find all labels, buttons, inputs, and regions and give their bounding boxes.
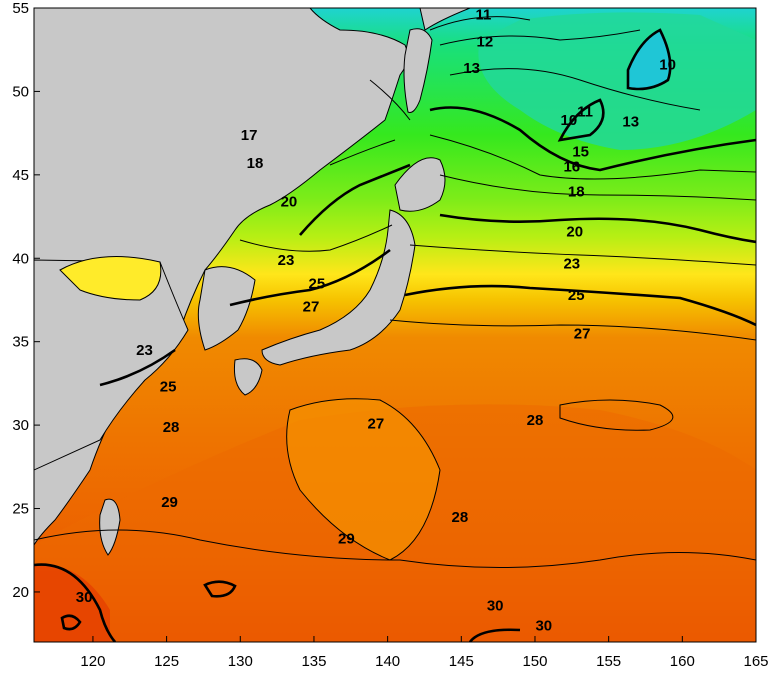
isotherm-label: 28 <box>451 509 468 526</box>
isotherm-15 <box>429 106 756 172</box>
isotherm-label: 28 <box>527 412 544 429</box>
isotherm-label: 27 <box>368 415 385 432</box>
y-tick-label: 35 <box>12 334 29 351</box>
y-tick-label: 50 <box>12 83 29 100</box>
isotherm-label: 16 <box>563 159 580 176</box>
hokkaido <box>394 157 446 212</box>
taiwan <box>99 498 121 556</box>
honshu <box>261 209 416 366</box>
korean-peninsula <box>197 266 256 351</box>
isotherm-label: 25 <box>309 275 326 292</box>
cold-patch-kamchatka <box>478 12 756 151</box>
x-tick-label: 160 <box>670 653 695 670</box>
x-tick-label: 150 <box>522 653 547 670</box>
isotherm-25-sea-of-japan <box>229 248 391 307</box>
x-tick-label: 155 <box>596 653 621 670</box>
isotherm-23-sea-of-japan <box>239 224 393 252</box>
cold-core-10 <box>628 30 671 89</box>
isotherm-11 <box>429 16 531 31</box>
isotherm-label: 25 <box>160 379 177 396</box>
isotherm-23 <box>409 244 756 266</box>
y-tick-label: 40 <box>12 250 29 267</box>
isotherm-label: 13 <box>463 60 480 77</box>
isotherm-label: 27 <box>574 325 591 342</box>
isotherm-label: 25 <box>568 287 585 304</box>
isotherm-label: 11 <box>577 103 593 120</box>
x-tick-label: 135 <box>301 653 326 670</box>
isotherm-label: 28 <box>163 419 180 436</box>
pool-27 <box>286 398 440 560</box>
isotherm-30-south <box>468 628 521 642</box>
x-tick-label: 120 <box>80 653 105 670</box>
isotherm-label: 10 <box>561 112 578 129</box>
isotherm-label: 23 <box>563 255 580 272</box>
x-tick-label: 165 <box>743 653 768 670</box>
isotherm-label: 30 <box>76 589 93 606</box>
isotherm-27 <box>389 319 756 341</box>
isotherm-label: 20 <box>281 194 298 211</box>
land-masses <box>34 8 471 556</box>
y-tick-label: 20 <box>12 584 29 601</box>
y-tick-label: 30 <box>12 417 29 434</box>
isotherm-30-west <box>34 563 117 642</box>
y-tick-label: 25 <box>12 501 29 518</box>
isotherm-25-east-china-sea <box>99 348 176 387</box>
isotherm-30-spot <box>60 614 82 631</box>
isotherm-label: 30 <box>535 617 552 634</box>
isotherm-lines <box>34 16 756 642</box>
isotherm-18-sea-of-japan <box>329 139 396 166</box>
isotherm-label: 15 <box>572 143 589 160</box>
isotherm-label: 18 <box>568 184 585 201</box>
axis-ticks: 120 125 130 135 140 145 150 155 160 165 20 25 30 35 40… <box>12 0 768 670</box>
x-tick-label: 130 <box>228 653 253 670</box>
isotherm-20-sea-of-japan <box>299 163 411 236</box>
x-tick-label: 140 <box>375 653 400 670</box>
x-tick-label: 125 <box>154 653 179 670</box>
isotherm-label: 29 <box>161 494 178 511</box>
isotherm-label: 23 <box>278 252 295 269</box>
isotherm-cold-core-11 <box>557 98 605 142</box>
isotherm-label: 30 <box>487 597 504 614</box>
isotherm-cold-core-10 <box>626 28 672 91</box>
isotherm-20 <box>439 213 756 244</box>
y-tick-label: 55 <box>12 0 29 17</box>
isotherm-label: 11 <box>475 7 491 24</box>
warm-patch-30 <box>34 564 110 642</box>
kyushu <box>234 358 263 396</box>
isotherm-30-patch <box>203 580 237 598</box>
sakhalin <box>403 28 433 113</box>
isotherm-label: 23 <box>136 342 153 359</box>
isotherm-29 <box>34 529 756 568</box>
shandong-yellow-sea <box>59 256 162 301</box>
isotherm-label: 27 <box>303 299 320 316</box>
y-tick-label: 45 <box>12 167 29 184</box>
isotherm-16 <box>429 134 756 180</box>
korea-china-coast <box>34 259 189 471</box>
isotherm-12 <box>439 29 641 46</box>
isotherm-label: 12 <box>477 33 494 50</box>
isotherm-label: 20 <box>566 224 583 241</box>
plot-border <box>33 7 757 643</box>
isotherm-27-pool <box>286 398 441 561</box>
isotherm-18 <box>439 174 756 201</box>
isotherm-label: 10 <box>659 57 676 74</box>
isotherm-label: 18 <box>247 155 264 172</box>
isotherm-28-east <box>559 399 674 431</box>
plot-area <box>34 8 756 642</box>
isotherm-17-sea-of-japan <box>369 79 411 121</box>
isotherm-label: 29 <box>338 531 355 548</box>
isotherm-label: 13 <box>622 113 639 130</box>
isotherm-13 <box>449 68 701 111</box>
isotherm-25 <box>404 284 756 327</box>
x-tick-label: 145 <box>449 653 474 670</box>
isotherm-label: 17 <box>241 127 258 144</box>
